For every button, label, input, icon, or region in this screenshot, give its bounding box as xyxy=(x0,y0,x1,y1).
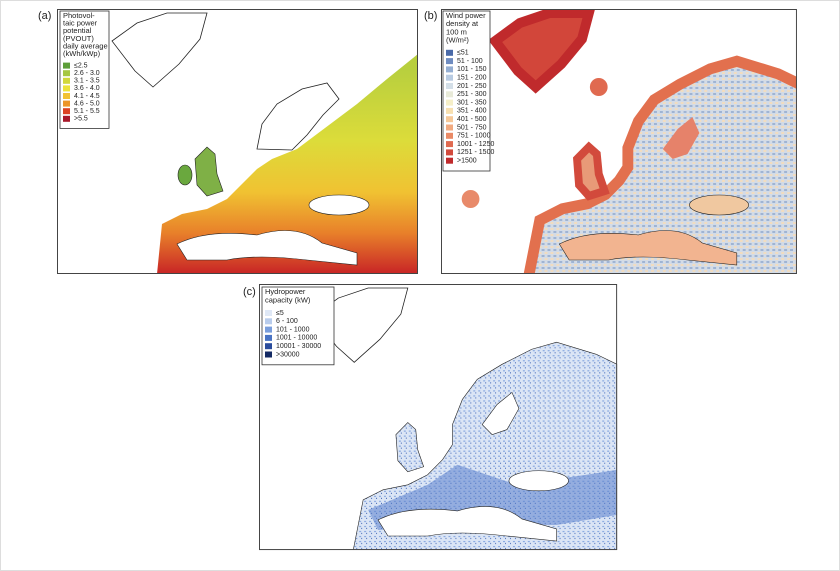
legend-swatch xyxy=(63,62,70,69)
legend-label: 4.6 - 5.0 xyxy=(74,100,100,107)
legend-label: 2.6 - 3.0 xyxy=(74,70,100,77)
legend-title: potential xyxy=(63,26,92,35)
legend-swatch xyxy=(265,326,272,333)
island xyxy=(589,78,608,96)
legend-label: ≤5 xyxy=(276,310,284,317)
legend-label: 201 - 250 xyxy=(457,83,487,90)
legend-label: 10001 - 30000 xyxy=(276,343,321,350)
panel-label: (a) xyxy=(38,10,51,22)
panel-frame xyxy=(441,9,797,274)
panel-frame xyxy=(57,9,418,274)
legend-swatch xyxy=(265,334,272,341)
legend-label: 1251 - 1500 xyxy=(457,149,494,156)
island xyxy=(461,190,480,208)
legend-swatch xyxy=(446,83,453,89)
legend-label: 3.6 - 4.0 xyxy=(74,85,100,92)
legend-label: 3.1 - 3.5 xyxy=(74,78,100,85)
legend-label: >1500 xyxy=(457,158,477,165)
legend-title: Photovol- xyxy=(63,11,95,20)
legend-label: 1001 - 1250 xyxy=(457,141,494,148)
legend-label: 351 - 400 xyxy=(457,108,487,115)
legend-title: daily average xyxy=(63,41,108,50)
legend-label: 51 - 100 xyxy=(457,58,483,65)
legend-title: capacity (kW) xyxy=(265,295,311,304)
legend-title: taic power xyxy=(63,19,98,28)
legend-swatch xyxy=(446,149,453,156)
legend-swatch xyxy=(63,115,70,122)
legend-title: Wind power xyxy=(446,11,486,20)
sea-basin xyxy=(308,194,370,216)
legend-label: 101 - 1000 xyxy=(276,326,310,333)
legend-title: (W/m²) xyxy=(446,36,469,45)
legend-label: >5.5 xyxy=(74,116,88,123)
legend-label: 6 - 100 xyxy=(276,318,298,325)
legend-title: (PVOUT) xyxy=(63,34,94,43)
sea-basin xyxy=(508,470,569,492)
island xyxy=(177,164,193,186)
map-pv xyxy=(57,9,418,274)
legend-label: 751 - 1000 xyxy=(457,133,491,140)
island xyxy=(577,147,605,196)
panel-label: (c) xyxy=(243,286,256,298)
legend-label: 401 - 500 xyxy=(457,116,487,123)
legend-swatch xyxy=(265,343,272,350)
legend-swatch xyxy=(446,141,453,148)
legend-swatch xyxy=(63,77,70,84)
legend-label: 151 - 200 xyxy=(457,75,487,82)
legend-swatch xyxy=(265,310,272,316)
legend-box xyxy=(261,286,335,366)
legend-swatch xyxy=(446,49,453,56)
legend-swatch xyxy=(265,351,272,358)
sea-basin xyxy=(689,194,749,216)
legend-label: ≤2.5 xyxy=(74,62,88,69)
legend-swatch xyxy=(63,85,70,92)
legend-title: 100 m xyxy=(446,27,467,36)
legend-swatch xyxy=(446,124,453,131)
legend-label: 4.1 - 4.5 xyxy=(74,93,100,100)
legend-label: >30000 xyxy=(276,351,300,358)
legend-swatch xyxy=(446,157,453,164)
legend-label: 501 - 750 xyxy=(457,124,487,131)
legend-label: 1001 - 10000 xyxy=(276,335,317,342)
legend-label: 251 - 300 xyxy=(457,91,487,98)
legend-swatch xyxy=(265,318,272,325)
legend-swatch xyxy=(446,91,453,98)
legend-label: 5.1 - 5.5 xyxy=(74,108,100,115)
legend-title: Hydropower xyxy=(265,287,306,296)
legend-swatch xyxy=(446,107,453,114)
legend-label: 301 - 350 xyxy=(457,99,487,106)
panel-frame xyxy=(259,284,618,551)
legend-label: ≤51 xyxy=(457,50,469,57)
legend-swatch xyxy=(446,99,453,106)
legend-title: density at xyxy=(446,19,479,28)
legend-swatch xyxy=(446,116,453,123)
legend-swatch xyxy=(63,93,70,99)
legend-swatch xyxy=(63,70,70,77)
map-wind xyxy=(441,9,797,274)
legend-swatch xyxy=(446,66,453,73)
legend-swatch xyxy=(446,132,453,139)
legend-swatch xyxy=(446,74,453,81)
legend-swatch xyxy=(63,108,70,115)
legend-swatch xyxy=(446,58,453,65)
panel-label: (b) xyxy=(424,10,437,22)
legend-label: 101 - 150 xyxy=(457,66,487,73)
legend-swatch xyxy=(63,100,70,107)
legend-title: (kWh/kWp) xyxy=(63,49,101,58)
